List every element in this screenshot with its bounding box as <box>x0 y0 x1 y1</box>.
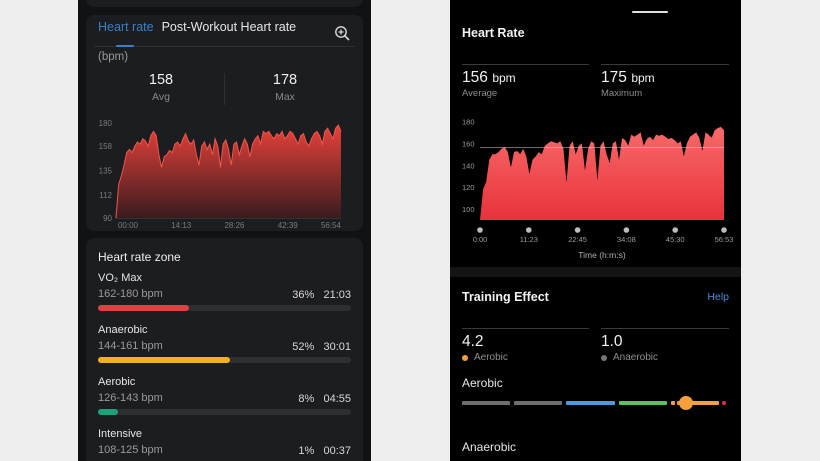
zone-range: 144-161 bpm <box>98 340 163 352</box>
zone-name: Intensive <box>98 428 143 440</box>
stat-divider <box>224 73 225 105</box>
page-indicator <box>632 11 668 13</box>
right-phone-screen: Heart Rate 156 bpm Average 175 bpm Maxim… <box>450 0 741 461</box>
svg-text:0:00: 0:00 <box>473 235 488 244</box>
svg-text:158: 158 <box>99 142 113 151</box>
svg-text:56:53: 56:53 <box>715 235 734 244</box>
heart-rate-tabs: Heart rate Post-Workout Heart rate <box>98 20 296 40</box>
zoom-in-icon[interactable] <box>334 25 350 41</box>
zone-name: Anaerobic <box>98 324 148 336</box>
heart-rate-card: Heart rate Post-Workout Heart rate (bpm)… <box>86 15 363 231</box>
svg-text:112: 112 <box>99 191 112 200</box>
maximum-value: 175 <box>601 69 627 86</box>
zone-bar <box>98 409 351 415</box>
zone-name: Aerobic <box>98 376 136 388</box>
tab-divider <box>94 46 355 47</box>
zone-bar-fill <box>98 357 230 363</box>
svg-text:34:08: 34:08 <box>617 235 636 244</box>
max-stat: 178 Max <box>225 72 345 103</box>
anaerobic-effect: 1.0 Anaerobic <box>601 333 658 363</box>
aerobic-effect: 4.2 Aerobic <box>462 333 508 363</box>
svg-text:11:23: 11:23 <box>520 235 538 244</box>
unit-label: (bpm) <box>98 51 129 63</box>
divider <box>462 64 589 65</box>
anaerobic-effect-value: 1.0 <box>601 333 623 350</box>
zone-row-vo2max: VO₂ Max 162-180 bpm 36% 21:03 <box>98 272 351 311</box>
zone-bar-fill <box>98 409 119 415</box>
aerobic-scale-label: Aerobic <box>462 376 503 390</box>
aerobic-marker <box>679 396 693 410</box>
svg-text:90: 90 <box>103 214 112 223</box>
zone-pct-time: 8% 04:55 <box>298 393 351 405</box>
avg-value: 158 <box>148 72 174 88</box>
heart-rate-chart[interactable]: 100 120 140 160 180 0:00 11:23 22:45 34:08 45:30 5… <box>450 108 741 264</box>
maximum-unit: bpm <box>631 71 655 85</box>
zone-row-anaerobic: Anaerobic 144-161 bpm 52% 30:01 <box>98 324 351 363</box>
heart-rate-zone-card: Heart rate zone VO₂ Max 162-180 bpm 36% … <box>86 238 363 461</box>
maximum-label: Maximum <box>601 88 643 99</box>
section-separator <box>450 267 741 277</box>
zone-pct-time: 36% 21:03 <box>292 289 351 301</box>
divider <box>601 328 729 329</box>
anaerobic-scale-label: Anaerobic <box>462 440 517 454</box>
svg-text:100: 100 <box>462 205 475 214</box>
svg-text:00:00: 00:00 <box>118 221 139 230</box>
help-link[interactable]: Help <box>707 291 729 303</box>
heart-rate-chart[interactable]: 90 112 135 158 180 00:00 14:13 28:26 42:39 56:54 <box>86 115 363 231</box>
aerobic-effect-value: 4.2 <box>462 333 484 350</box>
svg-text:135: 135 <box>99 167 113 176</box>
svg-text:45:30: 45:30 <box>666 235 685 244</box>
active-tab-indicator <box>116 45 134 47</box>
average-label: Average <box>462 88 498 99</box>
zone-range: 162-180 bpm <box>98 288 163 300</box>
average-unit: bpm <box>492 71 516 85</box>
svg-text:180: 180 <box>462 117 475 126</box>
divider <box>601 64 729 65</box>
left-phone-screen: Heart rate Post-Workout Heart rate (bpm)… <box>78 0 371 461</box>
training-effect-title: Training Effect <box>462 290 549 304</box>
tab-post-workout-heart-rate[interactable]: Post-Workout Heart rate <box>161 20 297 34</box>
divider <box>462 328 589 329</box>
aerobic-effect-label: Aerobic <box>474 352 508 363</box>
svg-text:160: 160 <box>462 139 475 148</box>
max-label: Max <box>275 91 295 103</box>
svg-text:140: 140 <box>462 161 475 170</box>
zone-bar <box>98 357 351 363</box>
max-value: 178 <box>272 72 298 88</box>
zone-name: VO₂ Max <box>98 272 142 284</box>
heart-rate-title: Heart Rate <box>462 26 525 40</box>
svg-text:14:13: 14:13 <box>171 221 192 230</box>
zone-pct-time: 52% 30:01 <box>292 341 351 353</box>
average-value: 156 <box>462 69 488 86</box>
avg-label: Avg <box>152 91 170 103</box>
tab-heart-rate[interactable]: Heart rate <box>98 20 154 34</box>
zone-row-intensive: Intensive 108-125 bpm 1% 00:37 <box>98 428 351 457</box>
zone-title: Heart rate zone <box>98 250 181 264</box>
zone-range: 126-143 bpm <box>98 392 163 404</box>
maximum-stat: 175 bpm Maximum <box>601 69 655 99</box>
previous-card <box>86 0 363 7</box>
aerobic-effect-scale <box>462 396 726 410</box>
svg-text:28:26: 28:26 <box>224 221 245 230</box>
anaerobic-dot-icon <box>601 354 607 361</box>
avg-stat: 158 Avg <box>101 72 221 103</box>
svg-text:120: 120 <box>462 183 475 192</box>
zone-pct-time: 1% 00:37 <box>298 445 351 457</box>
zone-row-aerobic: Aerobic 126-143 bpm 8% 04:55 <box>98 376 351 415</box>
zone-bar-fill <box>98 305 190 311</box>
svg-text:22:45: 22:45 <box>568 235 587 244</box>
svg-text:180: 180 <box>99 119 113 128</box>
anaerobic-effect-label: Anaerobic <box>613 352 659 363</box>
svg-text:42:39: 42:39 <box>278 221 299 230</box>
aerobic-dot-icon <box>462 354 468 361</box>
svg-text:56:54: 56:54 <box>321 221 342 230</box>
zone-bar <box>98 305 351 311</box>
zone-range: 108-125 bpm <box>98 444 163 456</box>
svg-text:Time (h:m:s): Time (h:m:s) <box>578 250 626 260</box>
average-stat: 156 bpm Average <box>462 69 516 99</box>
